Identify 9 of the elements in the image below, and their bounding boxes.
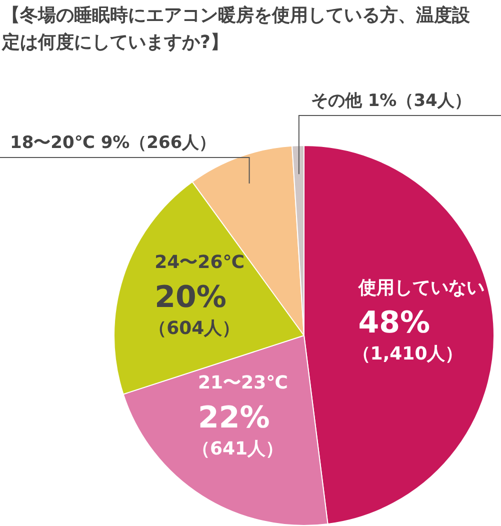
data-label: 22% （641人） <box>192 400 284 460</box>
data-label: 48% （1,410人） <box>352 306 464 365</box>
slice-label: その他 1%（34人） <box>310 90 472 111</box>
slice-label: 18〜20℃ 9%（266人） <box>10 132 216 153</box>
slice-label: 21〜23℃ <box>198 372 288 394</box>
slice-label: 使用していない <box>357 278 484 299</box>
chart-title: 【冬場の睡眠時にエアコン暖房を使用している方、温度設定は何度にしていますか?】 <box>2 4 471 55</box>
data-label: 20% （604人） <box>148 280 240 339</box>
slice-label: 24〜26℃ <box>154 252 245 273</box>
